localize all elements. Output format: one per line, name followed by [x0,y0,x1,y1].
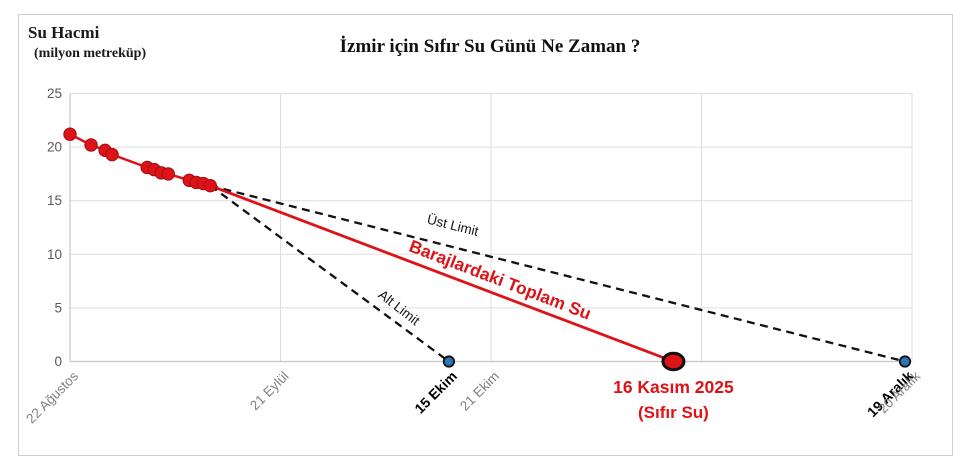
ust-limit-end-marker [898,355,912,368]
y-axis-title: Su Hacmi [28,23,100,42]
y-tick-label: 10 [47,247,62,262]
y-tick-label: 20 [47,140,62,155]
y-tick-label: 0 [54,354,62,369]
y-tick-label: 15 [47,193,62,208]
chart-title: İzmir için Sıfır Su Günü Ne Zaman ? [339,36,641,57]
data-point [203,178,218,193]
alt-limit-projection-line [209,184,450,363]
toplam-su-label: Barajlardaki Toplam Su [406,236,594,324]
x-tick-label: 15 Ekim [411,368,460,417]
alt-limit-end-marker [442,355,455,368]
y-tick-label: 5 [54,300,62,315]
x-tick-label: 21 Ekim [457,369,502,414]
y-tick-label: 25 [47,86,62,101]
y-axis-subtitle: (milyon metreküp) [34,46,147,61]
ust-limit-projection-line [210,184,906,363]
annotation-zero-water-date: 16 Kasım 2025 [613,377,734,397]
data-point [105,147,119,162]
toplam-su-projection-line [209,184,674,363]
data-point [161,167,175,181]
annotation-zero-water-caption: (Sıfır Su) [638,403,709,422]
x-tick-label: 21 Eylül [247,369,292,414]
x-tick-label: 22 Ağustos [23,368,81,426]
data-point [63,127,77,141]
chart-frame [18,14,953,456]
toplam-su-end-marker [661,351,686,372]
data-point [84,138,98,152]
ust-limit-label: Üst Limit [426,212,481,239]
